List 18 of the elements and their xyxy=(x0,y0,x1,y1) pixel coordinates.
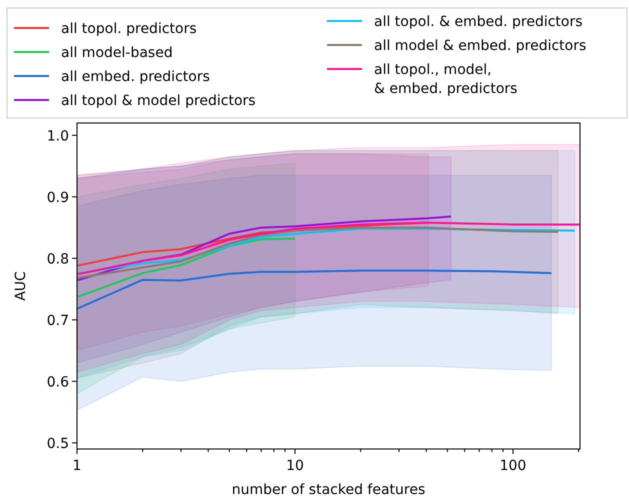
y-tick-label: 0.7 xyxy=(46,312,69,329)
y-tick-label: 0.9 xyxy=(46,190,69,206)
y-axis-title: AUC xyxy=(13,270,29,301)
y-tick-label: 0.6 xyxy=(46,374,70,390)
y-tick-label: 0.5 xyxy=(46,436,69,452)
legend-label: all model & embed. predictors xyxy=(374,38,586,54)
x-tick-label: 1 xyxy=(72,458,82,474)
legend-label: all model-based xyxy=(61,45,173,61)
x-axis-title: number of stacked features xyxy=(232,482,426,498)
x-tick-label: 10 xyxy=(286,458,304,474)
legend-label: all topol & model predictors xyxy=(61,93,256,109)
legend-label: all topol., model, & embed. predictors xyxy=(374,62,518,97)
y-tick-label: 1.0 xyxy=(46,128,69,144)
legend-label: all topol. predictors xyxy=(61,21,197,37)
legend-label: all topol. & embed. predictors xyxy=(374,14,583,30)
x-tick-label: 100 xyxy=(500,458,526,474)
y-tick-label: 0.8 xyxy=(46,251,69,268)
legend-label: all embed. predictors xyxy=(61,69,210,85)
